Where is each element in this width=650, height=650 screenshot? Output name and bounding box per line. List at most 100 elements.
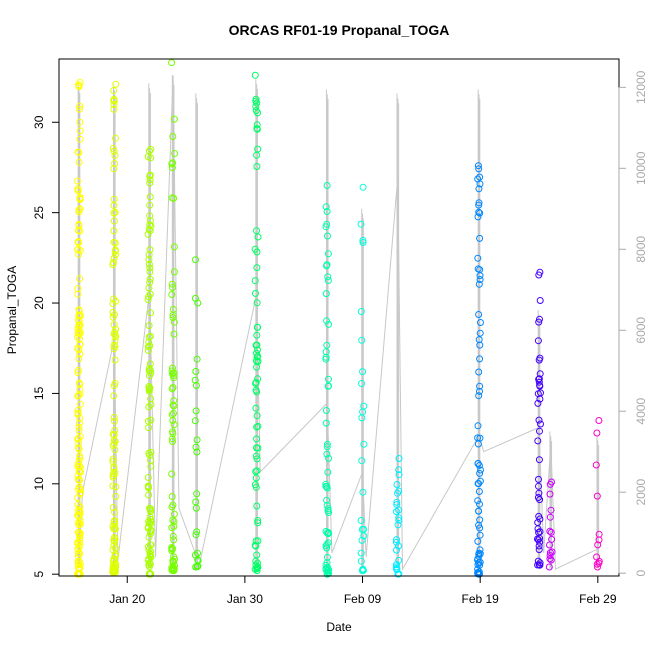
data-point bbox=[474, 422, 482, 430]
data-point bbox=[474, 162, 482, 170]
data-point bbox=[535, 456, 543, 464]
data-point bbox=[75, 330, 83, 338]
data-point bbox=[474, 265, 482, 273]
data-point bbox=[110, 413, 118, 421]
data-point bbox=[192, 443, 200, 451]
data-point bbox=[323, 496, 331, 504]
data-point bbox=[546, 480, 554, 488]
data-point bbox=[193, 355, 201, 363]
data-point bbox=[325, 382, 332, 390]
data-point bbox=[110, 392, 118, 400]
data-point bbox=[74, 540, 82, 548]
data-point bbox=[392, 538, 400, 546]
data-point bbox=[534, 399, 542, 407]
data-point bbox=[169, 501, 177, 509]
data-point bbox=[109, 458, 117, 466]
data-point bbox=[251, 277, 259, 285]
data-point bbox=[395, 471, 403, 479]
data-point bbox=[253, 323, 261, 331]
data-point bbox=[546, 552, 554, 559]
data-point bbox=[252, 474, 260, 482]
data-point bbox=[111, 160, 119, 167]
y-axis: 5 10 15 20 25 30 bbox=[32, 115, 60, 578]
data-point bbox=[168, 291, 176, 298]
data-point bbox=[170, 115, 178, 123]
data-point bbox=[75, 457, 83, 465]
data-point bbox=[75, 321, 83, 329]
data-point bbox=[360, 532, 368, 540]
data-point bbox=[76, 340, 84, 348]
data-point bbox=[170, 374, 178, 382]
data-point bbox=[110, 463, 118, 471]
data-point bbox=[147, 154, 155, 162]
data-point bbox=[76, 414, 84, 422]
data-point bbox=[395, 466, 403, 474]
data-point bbox=[109, 482, 117, 490]
data-point bbox=[535, 475, 542, 483]
data-point bbox=[145, 484, 152, 492]
data-point bbox=[535, 536, 542, 544]
data-point bbox=[168, 470, 176, 478]
data-point bbox=[358, 336, 366, 344]
data-point bbox=[146, 221, 154, 229]
data-point bbox=[194, 557, 202, 565]
data-point bbox=[253, 353, 261, 361]
data-point bbox=[547, 506, 555, 514]
x-axis-label: Date bbox=[326, 620, 352, 634]
data-point bbox=[548, 548, 556, 556]
data-point bbox=[112, 492, 120, 500]
data-point bbox=[170, 397, 178, 405]
data-point bbox=[254, 559, 261, 567]
data-point bbox=[169, 532, 177, 540]
data-point bbox=[112, 134, 119, 142]
data-point bbox=[75, 158, 83, 166]
data-point bbox=[476, 469, 484, 477]
data-point bbox=[146, 278, 154, 286]
data-point bbox=[476, 434, 484, 442]
data-point bbox=[168, 544, 176, 551]
data-point bbox=[169, 516, 177, 524]
data-point bbox=[192, 504, 200, 512]
data-point bbox=[109, 565, 117, 573]
data-point bbox=[170, 566, 178, 574]
data-point bbox=[474, 555, 482, 563]
data-point bbox=[192, 563, 200, 571]
data-point bbox=[475, 488, 483, 495]
data-point bbox=[147, 395, 155, 403]
data-point bbox=[474, 213, 482, 221]
data-point bbox=[251, 245, 259, 253]
data-point bbox=[76, 196, 84, 203]
data-point bbox=[253, 388, 261, 396]
data-point bbox=[145, 546, 153, 554]
data-point bbox=[476, 500, 483, 508]
data-point bbox=[476, 329, 484, 337]
data-point bbox=[322, 353, 330, 361]
data-point bbox=[254, 517, 262, 524]
data-point bbox=[476, 382, 484, 390]
data-point bbox=[111, 356, 119, 364]
data-point bbox=[193, 436, 201, 444]
data-point bbox=[74, 325, 82, 333]
data-point bbox=[253, 264, 261, 272]
data-point bbox=[251, 541, 259, 549]
data-point bbox=[477, 319, 484, 326]
data-point bbox=[145, 225, 153, 233]
data-point bbox=[110, 227, 118, 235]
data-point bbox=[74, 406, 82, 414]
data-point bbox=[546, 555, 554, 563]
data-point bbox=[252, 95, 260, 103]
data-point bbox=[192, 531, 200, 539]
data-point bbox=[170, 318, 178, 326]
data-point bbox=[358, 414, 366, 422]
data-point bbox=[76, 275, 84, 283]
data-point bbox=[109, 313, 117, 321]
data-point bbox=[147, 416, 155, 424]
data-point bbox=[75, 206, 83, 214]
data-point bbox=[254, 422, 262, 430]
data-point bbox=[253, 331, 261, 339]
data-point bbox=[77, 400, 84, 408]
data-point bbox=[145, 293, 153, 301]
data-point bbox=[536, 534, 544, 542]
data-point bbox=[476, 272, 484, 280]
data-point bbox=[475, 311, 483, 318]
